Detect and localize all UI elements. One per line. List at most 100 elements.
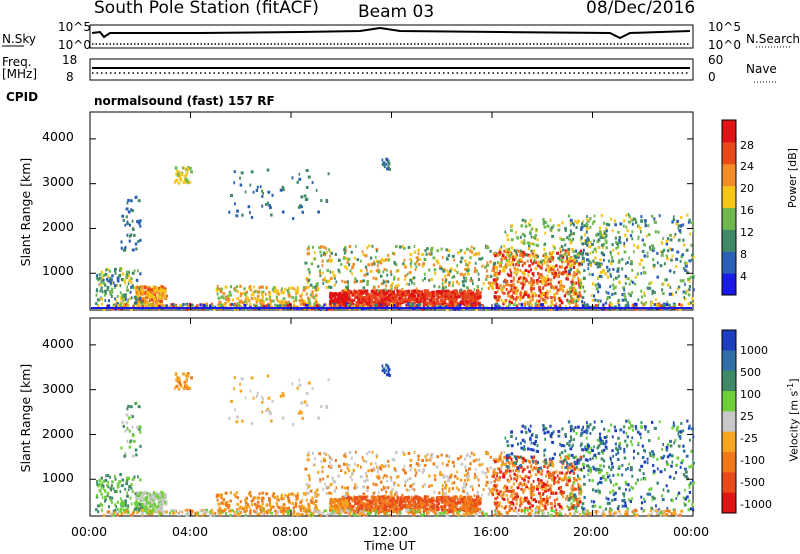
power-echo bbox=[449, 269, 452, 273]
power-echo bbox=[262, 191, 265, 195]
power-echo bbox=[441, 290, 444, 294]
power-echo bbox=[366, 304, 369, 308]
vel-cb-tick-neg100: -100 bbox=[740, 454, 765, 467]
velocity-echo bbox=[149, 505, 151, 509]
power-echo bbox=[453, 297, 456, 301]
power-echo bbox=[670, 258, 673, 262]
power-echo bbox=[394, 299, 398, 303]
velocity-echo bbox=[394, 507, 398, 511]
power-echo bbox=[551, 272, 554, 276]
power-echo bbox=[417, 258, 420, 262]
velocity-echo bbox=[388, 508, 391, 512]
velocity-echo bbox=[465, 500, 468, 504]
power-echo bbox=[536, 238, 539, 242]
power-echo bbox=[271, 288, 274, 292]
power-echo bbox=[122, 302, 125, 306]
power-echo bbox=[469, 291, 472, 295]
power-echo bbox=[272, 286, 276, 290]
power-echo bbox=[692, 255, 695, 259]
power-echo bbox=[646, 286, 650, 290]
power-echo bbox=[361, 297, 364, 301]
power-echo bbox=[136, 220, 139, 224]
power-echo bbox=[357, 290, 360, 294]
velocity-echo bbox=[441, 495, 445, 499]
power-echo bbox=[117, 304, 121, 308]
power-echo bbox=[440, 302, 444, 306]
power-echo bbox=[269, 301, 272, 305]
power-echo bbox=[589, 217, 592, 221]
power-echo bbox=[571, 287, 575, 291]
power-echo bbox=[692, 288, 695, 292]
velocity-echo bbox=[334, 497, 337, 501]
power-echo bbox=[456, 264, 459, 268]
velocity-echo bbox=[139, 491, 142, 495]
velocity-echo bbox=[453, 497, 456, 501]
power-echo bbox=[625, 262, 627, 266]
velocity-echo bbox=[385, 504, 388, 508]
power-echo bbox=[550, 301, 553, 305]
power-echo bbox=[432, 294, 436, 298]
power-echo bbox=[360, 300, 364, 304]
power-echo bbox=[130, 277, 133, 281]
power-echo bbox=[372, 292, 375, 296]
velocity-echo bbox=[97, 510, 100, 514]
power-echo bbox=[154, 304, 158, 308]
power-cb-tick-8: 8 bbox=[740, 248, 747, 261]
power-echo bbox=[383, 292, 386, 296]
power-echo bbox=[351, 299, 354, 303]
nsky-label: N.Sky bbox=[2, 32, 37, 46]
power-echo bbox=[513, 266, 516, 270]
velocity-echo bbox=[119, 502, 123, 506]
power-echo bbox=[175, 172, 178, 176]
power-echo bbox=[276, 289, 279, 293]
power-echo bbox=[345, 296, 349, 300]
power-echo bbox=[582, 257, 585, 261]
power-echo bbox=[159, 288, 162, 292]
power-echo bbox=[659, 250, 662, 254]
power-echo bbox=[341, 289, 345, 293]
power-echo bbox=[234, 288, 237, 292]
power-echo bbox=[512, 276, 515, 280]
power-echo bbox=[266, 201, 270, 205]
power-echo bbox=[383, 300, 386, 304]
power-echo bbox=[470, 245, 473, 249]
velocity-echo bbox=[344, 504, 348, 508]
power-echo bbox=[140, 300, 143, 304]
cpid-label: CPID bbox=[6, 90, 39, 104]
power-echo bbox=[301, 210, 304, 214]
power-echo bbox=[521, 218, 525, 222]
power-echo bbox=[317, 264, 320, 268]
power-echo bbox=[106, 268, 110, 272]
power-echo bbox=[604, 307, 607, 311]
power-echo bbox=[184, 302, 187, 306]
power-echo bbox=[679, 259, 682, 263]
power-echo bbox=[433, 284, 436, 288]
power-echo bbox=[459, 272, 463, 276]
power-echo bbox=[182, 181, 185, 185]
velocity-echo bbox=[143, 502, 146, 506]
power-echo bbox=[618, 259, 621, 263]
power-echo bbox=[148, 303, 152, 307]
power-echo bbox=[241, 213, 244, 217]
power-echo bbox=[662, 302, 666, 306]
power-echo bbox=[111, 274, 114, 278]
power-echo bbox=[378, 260, 382, 264]
power-echo bbox=[513, 249, 516, 253]
velocity-echo bbox=[149, 493, 152, 497]
velocity-echo bbox=[144, 497, 148, 501]
power-echo bbox=[643, 302, 646, 306]
power-echo bbox=[577, 276, 580, 280]
power-echo bbox=[646, 234, 649, 238]
power-echo bbox=[432, 299, 435, 303]
power-echo bbox=[515, 305, 519, 309]
power-echo bbox=[375, 277, 378, 281]
power-echo bbox=[242, 291, 245, 295]
power-echo bbox=[515, 273, 518, 277]
power-echo bbox=[178, 170, 181, 174]
power-echo bbox=[624, 233, 627, 237]
power-echo bbox=[558, 247, 561, 251]
power-echo bbox=[502, 280, 506, 284]
power-echo bbox=[457, 294, 461, 298]
power-echo bbox=[384, 288, 387, 292]
power-echo bbox=[329, 285, 333, 289]
